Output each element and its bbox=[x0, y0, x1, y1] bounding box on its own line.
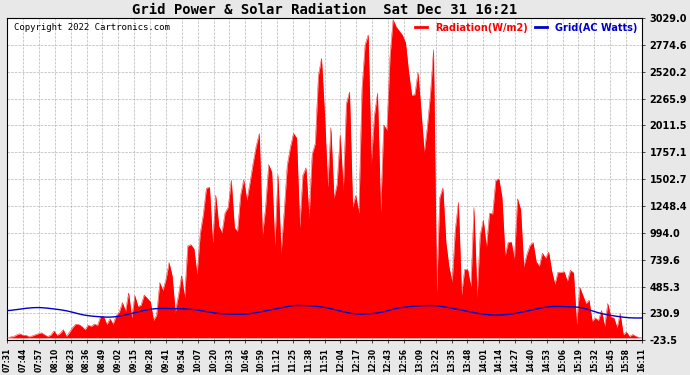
Text: Copyright 2022 Cartronics.com: Copyright 2022 Cartronics.com bbox=[14, 23, 170, 32]
Legend: Radiation(W/m2), Grid(AC Watts): Radiation(W/m2), Grid(AC Watts) bbox=[411, 19, 641, 37]
Title: Grid Power & Solar Radiation  Sat Dec 31 16:21: Grid Power & Solar Radiation Sat Dec 31 … bbox=[132, 3, 518, 17]
